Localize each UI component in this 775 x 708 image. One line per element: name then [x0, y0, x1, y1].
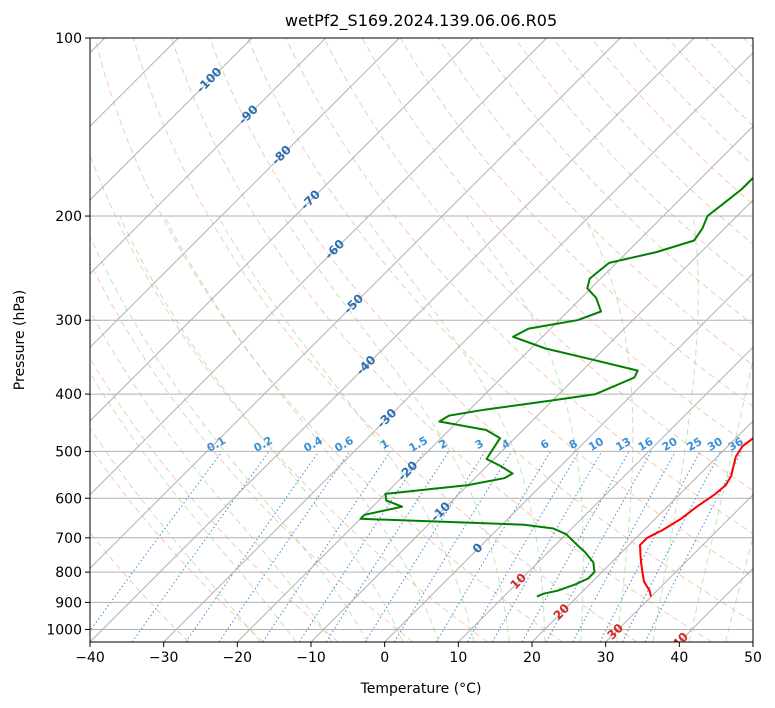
mixing-ratio-line [599, 451, 701, 642]
moist-adiabat [583, 215, 634, 642]
dry-adiabat [667, 38, 753, 127]
x-tick-label: −30 [149, 650, 179, 666]
y-tick-label: 300 [55, 313, 82, 329]
y-tick-label: 700 [55, 531, 82, 547]
moist-adiabat [364, 215, 546, 642]
y-tick-label: 400 [55, 387, 82, 403]
moist-adiabat [217, 215, 475, 642]
moist-adiabat [725, 535, 753, 642]
mixing-ratio-line [325, 451, 450, 642]
x-tick-label: −40 [75, 650, 105, 666]
moist-adiabat [465, 215, 584, 642]
mixing-ratio-line [621, 451, 722, 642]
dry-adiabat [476, 38, 753, 326]
temperature-profile-line [639, 437, 753, 597]
plot-area: 0.1 0.2 0.4 0.6 1 1.5 2 3 4 6 8 10 13 16 20 25 30 36-100-… [90, 38, 753, 643]
y-tick-label: 800 [55, 565, 82, 581]
isotherm-line [457, 346, 753, 642]
mixing-ratio-line [218, 451, 351, 642]
isotherm-line [90, 38, 253, 201]
y-tick-label: 100 [55, 31, 82, 47]
axes: −40 −30 −20 −10 0 10 20 30 40 5010020030040050060… [46, 31, 762, 666]
mixing-ratio-label: 1 [378, 437, 391, 452]
moist-adiabat [90, 309, 333, 642]
isotherm-line [90, 38, 327, 275]
dry-adiabat [170, 38, 712, 642]
isotherm-line [752, 641, 753, 642]
isotherm-label: 30 [604, 621, 626, 643]
dry-adiabat [705, 38, 753, 88]
plot-frame [89, 37, 754, 643]
x-tick-label: −20 [223, 650, 253, 666]
mixing-ratio-label: 3 [473, 437, 486, 452]
y-tick-label: 200 [55, 209, 82, 225]
dewpoint-profile-line [359, 176, 753, 598]
isotherm-label: 0 [470, 540, 486, 556]
isotherm-line [90, 38, 400, 349]
isotherm-line [90, 38, 474, 422]
dry-adiabat [209, 38, 753, 623]
mixing-ratio-line [644, 451, 742, 642]
isotherm-line [384, 272, 753, 642]
dry-adiabat [94, 38, 563, 642]
x-tick-label: 0 [380, 650, 389, 666]
mixing-ratio-line [572, 451, 676, 642]
dry-adiabat [437, 38, 753, 366]
mixing-ratio-line [90, 451, 223, 632]
moist-adiabat [652, 215, 699, 642]
moist-adiabat [688, 356, 753, 642]
isotherm-line [678, 567, 753, 642]
x-tick-label: 20 [523, 650, 541, 666]
dry-adiabat [132, 38, 638, 642]
dry-adiabat [590, 38, 753, 206]
mixing-ratio-line [262, 451, 391, 642]
isotherm-line [531, 420, 753, 642]
moist-adiabat [90, 235, 369, 642]
dry-adiabat [323, 38, 753, 492]
isotherm-line [605, 493, 753, 642]
chart-title: wetPf2_S169.2024.139.06.06.R05 [285, 11, 557, 31]
isotherm-line [236, 125, 753, 642]
dry-adiabat [552, 38, 753, 245]
mixing-ratio-line [521, 451, 630, 642]
x-axis-label: Temperature (°C) [360, 681, 482, 697]
y-axis-label: Pressure (hPa) [12, 290, 28, 390]
isotherm-line [163, 51, 753, 642]
x-tick-label: 50 [744, 650, 762, 666]
isotherm-line [90, 38, 695, 642]
dry-adiabat [90, 531, 190, 642]
x-tick-label: 40 [670, 650, 688, 666]
mixing-ratio-label: 8 [567, 437, 580, 452]
mixing-ratio-label: 6 [538, 437, 551, 452]
y-tick-label: 500 [55, 444, 82, 460]
mixing-ratio-label: 4 [499, 437, 512, 452]
mixing-ratio-line [393, 451, 513, 642]
isotherm-line [90, 38, 548, 496]
x-tick-label: 10 [449, 650, 467, 666]
dry-adiabat [514, 38, 753, 285]
mixing-ratio-line [185, 451, 320, 642]
dry-adiabat [90, 261, 414, 642]
isotherm-line [90, 38, 621, 570]
x-tick-label: 30 [597, 650, 615, 666]
dry-adiabat [90, 446, 264, 642]
dry-adiabat [285, 38, 753, 535]
dry-adiabat [90, 153, 488, 642]
mixing-ratio-line [298, 451, 425, 642]
mixing-ratio-line [545, 451, 652, 642]
moist-adiabat [90, 372, 297, 642]
moist-adiabat [119, 215, 404, 642]
y-tick-label: 1000 [46, 622, 82, 638]
dry-adiabat [90, 357, 339, 642]
x-tick-label: −10 [296, 650, 326, 666]
moist-adiabat [282, 215, 510, 642]
moist-adiabat [90, 427, 261, 642]
dry-adiabat [743, 38, 753, 49]
y-tick-label: 600 [55, 491, 82, 507]
isotherm-line [310, 199, 753, 642]
dry-adiabat [247, 38, 753, 578]
mixing-ratio-line [364, 451, 486, 642]
y-tick-label: 900 [55, 595, 82, 611]
